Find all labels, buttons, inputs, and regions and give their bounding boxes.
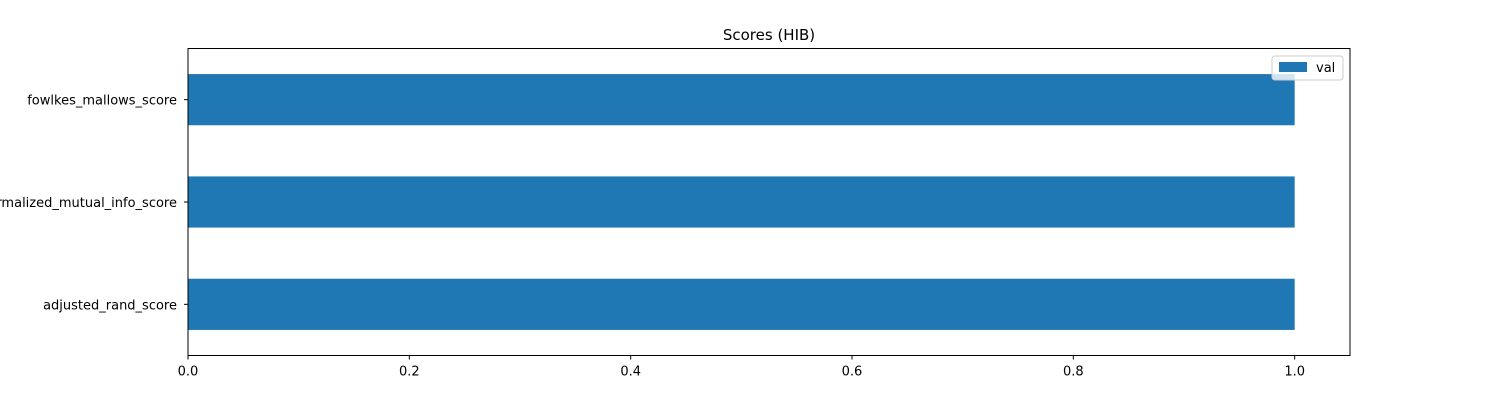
x-tick-label: 0.6: [842, 365, 863, 380]
y-tick-label: normalized_mutual_info_score: [0, 196, 177, 211]
legend-swatch-val: [1279, 62, 1307, 72]
x-tick-label: 1.0: [1284, 365, 1305, 380]
x-tick-label: 0.4: [620, 365, 641, 380]
y-tick-label: adjusted_rand_score: [43, 298, 177, 313]
x-axis: 0.0 0.2 0.4 0.6 0.8 1.0: [178, 355, 1305, 380]
x-tick-label: 0.2: [399, 365, 420, 380]
legend-label-val: val: [1316, 61, 1335, 76]
bar-adjusted_rand_score: [188, 278, 1295, 330]
y-tick-label: fowlkes_mallows_score: [27, 94, 177, 109]
y-axis: adjusted_rand_score normalized_mutual_inf…: [0, 94, 188, 313]
bar-fowlkes_mallows_score: [188, 74, 1295, 126]
bars-layer: [188, 74, 1295, 330]
x-tick-label: 0.8: [1063, 365, 1084, 380]
x-tick-label: 0.0: [178, 365, 199, 380]
chart-title: Scores (HIB): [723, 26, 815, 44]
legend: val: [1271, 55, 1344, 81]
bar-normalized_mutual_info_score: [188, 176, 1295, 228]
